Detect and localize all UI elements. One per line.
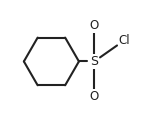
Text: Cl: Cl xyxy=(119,34,130,47)
Text: S: S xyxy=(90,55,98,68)
Text: O: O xyxy=(90,90,99,103)
Text: O: O xyxy=(90,19,99,32)
